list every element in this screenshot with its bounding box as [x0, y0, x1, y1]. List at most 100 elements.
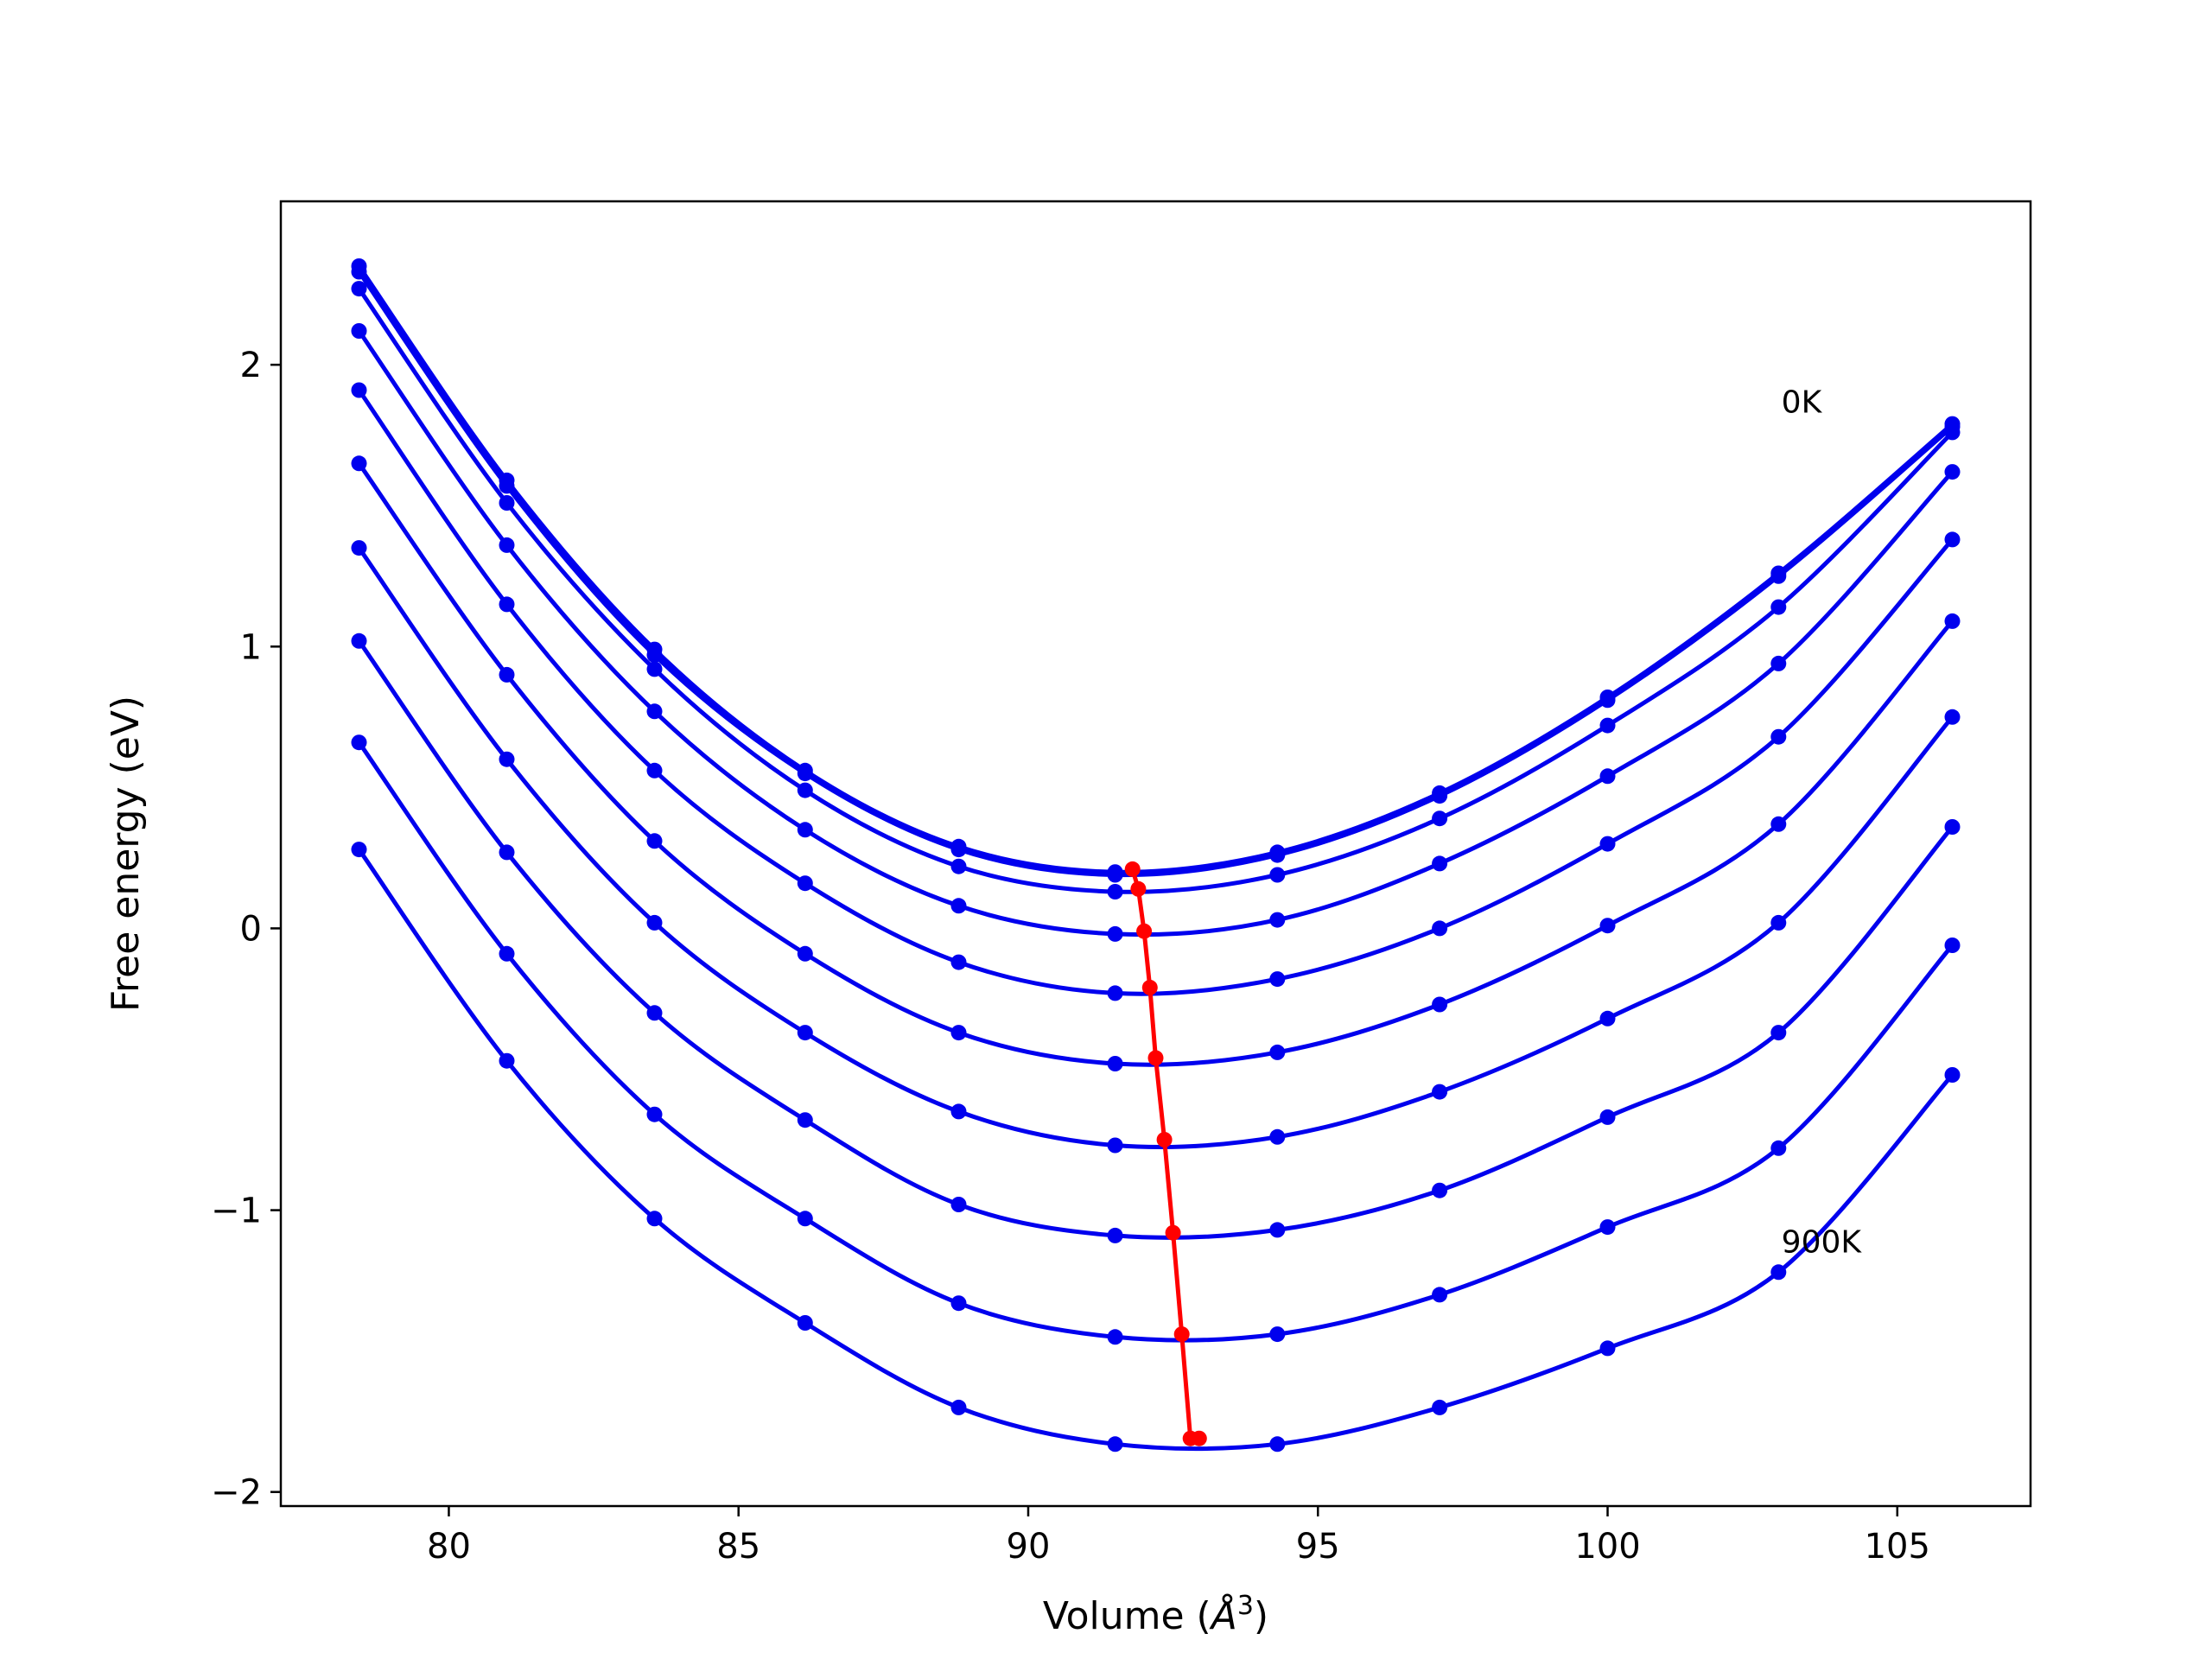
x-tick-label-2: 90: [1007, 1527, 1051, 1567]
data-point-s7-10: [1944, 819, 1961, 835]
data-point-s8-8: [1599, 1219, 1616, 1236]
data-point-s9-1: [499, 1052, 515, 1069]
data-point-s6-5: [1107, 1137, 1123, 1154]
minimum-point-2: [1136, 923, 1153, 939]
data-point-s7-2: [646, 1005, 663, 1021]
data-point-s2-1: [499, 495, 515, 511]
data-point-s8-1: [499, 945, 515, 962]
x-tick-label-0: 80: [427, 1527, 471, 1567]
data-point-s4-3: [797, 875, 813, 892]
x-axis-label-close: ): [1254, 1594, 1268, 1638]
data-point-s7-8: [1599, 1109, 1616, 1125]
data-point-s6-2: [646, 914, 663, 931]
data-point-s6-9: [1770, 914, 1787, 931]
x-axis-label-unit: Å: [1209, 1592, 1237, 1638]
data-point-s1-7: [1432, 788, 1448, 804]
data-point-s9-9: [1770, 1264, 1787, 1281]
data-point-s8-6: [1269, 1326, 1286, 1343]
data-point-s1-8: [1599, 692, 1616, 709]
data-point-s1-4: [950, 842, 967, 858]
data-point-s9-2: [646, 1211, 663, 1227]
data-point-s3-0: [351, 323, 367, 339]
data-point-s8-5: [1107, 1329, 1123, 1345]
data-point-s4-7: [1432, 920, 1448, 937]
data-point-s6-3: [797, 1025, 813, 1041]
data-point-s5-3: [797, 945, 813, 962]
data-point-s7-7: [1432, 1182, 1448, 1198]
data-point-s4-6: [1269, 971, 1286, 988]
data-point-s5-8: [1599, 918, 1616, 934]
data-point-s9-6: [1269, 1436, 1286, 1452]
data-point-s3-7: [1432, 855, 1448, 872]
data-point-s7-9: [1770, 1025, 1787, 1041]
data-point-s7-6: [1269, 1222, 1286, 1238]
data-point-s5-1: [499, 666, 515, 683]
data-point-s3-6: [1269, 912, 1286, 928]
data-point-s3-3: [797, 822, 813, 838]
minimum-point-3: [1141, 979, 1158, 995]
data-point-s9-10: [1944, 1067, 1961, 1083]
data-point-s5-9: [1770, 816, 1787, 832]
data-point-s5-2: [646, 833, 663, 849]
data-point-s9-7: [1432, 1399, 1448, 1415]
data-point-s2-0: [351, 281, 367, 297]
minimum-point-6: [1165, 1224, 1181, 1241]
y-tick-label-0: −2: [211, 1473, 262, 1513]
data-point-s8-9: [1770, 1140, 1787, 1156]
data-point-s4-0: [351, 382, 367, 398]
data-point-s1-6: [1269, 847, 1286, 863]
data-point-s3-9: [1770, 655, 1787, 671]
data-point-s3-4: [950, 898, 967, 914]
data-point-s9-5: [1107, 1436, 1123, 1452]
data-point-s2-8: [1599, 717, 1616, 734]
y-tick-label-2: 0: [240, 909, 262, 949]
data-point-s3-10: [1944, 464, 1961, 480]
data-point-s6-1: [499, 751, 515, 767]
data-point-s1-0: [351, 264, 367, 280]
data-point-s2-3: [797, 782, 813, 798]
minimum-point-9: [1191, 1430, 1207, 1446]
x-tick-label-4: 100: [1574, 1527, 1640, 1567]
data-point-s2-2: [646, 661, 663, 677]
data-point-s3-1: [499, 537, 515, 553]
data-point-s6-0: [351, 540, 367, 556]
data-point-s8-2: [646, 1106, 663, 1122]
data-point-s5-4: [950, 1025, 967, 1041]
data-point-s1-3: [797, 766, 813, 782]
data-point-s6-7: [1432, 1084, 1448, 1100]
data-point-s4-2: [646, 762, 663, 779]
data-point-s4-9: [1770, 728, 1787, 745]
data-point-s5-0: [351, 455, 367, 472]
y-tick-label-4: 2: [240, 346, 262, 385]
data-point-s3-5: [1107, 925, 1123, 942]
data-point-s2-10: [1944, 424, 1961, 441]
data-point-s7-0: [351, 632, 367, 649]
data-point-s2-9: [1770, 599, 1787, 615]
x-axis-label-exp: 3: [1237, 1591, 1254, 1621]
data-point-s1-9: [1770, 568, 1787, 584]
minimum-line-path: [1130, 868, 1199, 1441]
data-point-s1-2: [646, 647, 663, 664]
data-points: [351, 258, 1961, 1452]
data-point-s2-5: [1107, 884, 1123, 899]
data-point-s8-7: [1432, 1287, 1448, 1303]
x-axis-ticks: 80 85 90 95 100 105: [427, 1506, 1930, 1567]
data-point-s5-10: [1944, 613, 1961, 629]
data-point-s7-1: [499, 844, 515, 861]
minimum-point-0: [1124, 861, 1141, 877]
y-axis-ticks: −2 −1 0 1 2: [211, 346, 281, 1513]
data-point-s5-5: [1107, 1056, 1123, 1071]
data-point-s4-1: [499, 596, 515, 613]
x-tick-label-1: 85: [716, 1527, 760, 1567]
data-point-s9-8: [1599, 1340, 1616, 1357]
data-point-s2-7: [1432, 810, 1448, 827]
x-axis-label: Volume (Å3): [1043, 1591, 1268, 1639]
data-point-s4-5: [1107, 985, 1123, 1001]
data-point-s6-4: [950, 1103, 967, 1120]
minimum-point-1: [1130, 880, 1147, 897]
data-point-s6-10: [1944, 709, 1961, 725]
data-point-s8-3: [797, 1211, 813, 1227]
data-point-s6-8: [1599, 1010, 1616, 1027]
y-tick-label-1: −1: [211, 1192, 262, 1231]
